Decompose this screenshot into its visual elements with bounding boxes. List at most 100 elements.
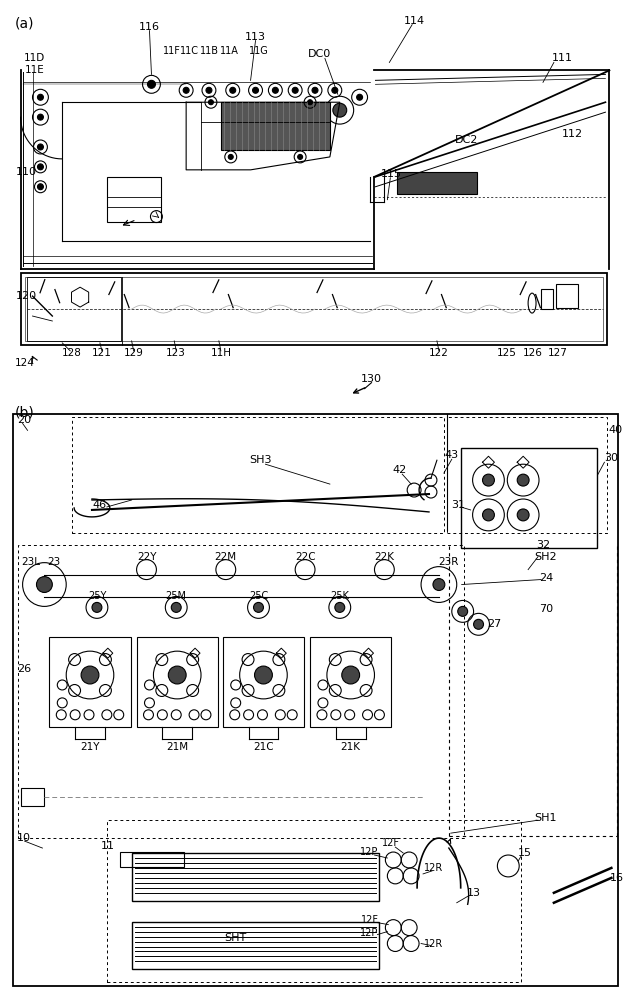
Text: 11: 11 — [101, 841, 115, 851]
Circle shape — [81, 666, 99, 684]
Circle shape — [37, 184, 44, 190]
Text: 110: 110 — [16, 167, 37, 177]
Circle shape — [37, 94, 44, 100]
Circle shape — [254, 666, 273, 684]
Text: 22M: 22M — [215, 552, 237, 562]
Text: 32: 32 — [536, 540, 550, 550]
Text: 113: 113 — [245, 32, 266, 42]
Text: 127: 127 — [548, 348, 568, 358]
Text: 21M: 21M — [166, 742, 188, 752]
Bar — [132, 922, 379, 969]
Bar — [25, 277, 603, 341]
Circle shape — [312, 87, 318, 93]
Bar — [13, 414, 618, 986]
Text: 112: 112 — [562, 129, 583, 139]
Text: 21Y: 21Y — [80, 742, 100, 752]
Circle shape — [37, 114, 44, 120]
Text: 122: 122 — [429, 348, 449, 358]
Text: 111: 111 — [552, 53, 574, 63]
Circle shape — [307, 100, 312, 105]
Bar — [21, 273, 608, 345]
Text: 12P: 12P — [360, 847, 379, 857]
Text: 126: 126 — [523, 348, 543, 358]
Text: 11H: 11H — [210, 348, 232, 358]
Text: 13: 13 — [466, 888, 481, 898]
Circle shape — [171, 602, 181, 612]
Text: (a): (a) — [15, 17, 34, 31]
Circle shape — [168, 666, 186, 684]
Circle shape — [37, 144, 44, 150]
Text: DC2: DC2 — [455, 135, 478, 145]
Circle shape — [483, 509, 495, 521]
Bar — [556, 284, 577, 308]
Bar — [21, 788, 44, 806]
Circle shape — [183, 87, 189, 93]
Text: 130: 130 — [361, 374, 382, 384]
Text: 11A: 11A — [220, 46, 239, 56]
Text: 27: 27 — [487, 619, 502, 629]
Bar — [447, 417, 608, 533]
Text: 125: 125 — [497, 348, 516, 358]
Bar — [18, 545, 464, 838]
Circle shape — [206, 87, 212, 93]
Text: 123: 123 — [167, 348, 186, 358]
Circle shape — [254, 602, 264, 612]
Text: 70: 70 — [539, 604, 553, 614]
Text: 25M: 25M — [166, 591, 187, 601]
Text: 129: 129 — [124, 348, 144, 358]
Text: 23: 23 — [48, 557, 61, 567]
Text: 46: 46 — [93, 500, 107, 510]
Circle shape — [342, 666, 360, 684]
Circle shape — [273, 87, 278, 93]
Text: 22K: 22K — [374, 552, 394, 562]
Text: 15: 15 — [518, 848, 532, 858]
Circle shape — [333, 103, 346, 117]
Text: 11E: 11E — [25, 65, 44, 75]
Bar — [310, 637, 391, 727]
Text: 43: 43 — [445, 450, 459, 460]
Circle shape — [433, 579, 445, 590]
Bar — [541, 289, 553, 309]
Bar — [223, 637, 304, 727]
Text: SHT: SHT — [225, 933, 247, 943]
Text: 114: 114 — [404, 16, 425, 26]
Circle shape — [335, 602, 345, 612]
Circle shape — [37, 164, 44, 170]
Text: 20: 20 — [16, 415, 31, 425]
Circle shape — [230, 87, 236, 93]
Text: 25Y: 25Y — [88, 591, 106, 601]
Text: 11B: 11B — [200, 46, 219, 56]
Text: 12F: 12F — [360, 915, 379, 925]
Text: 22C: 22C — [295, 552, 316, 562]
Text: DC0: DC0 — [309, 49, 331, 59]
Circle shape — [457, 606, 468, 616]
Text: (b): (b) — [15, 406, 35, 420]
Circle shape — [298, 154, 303, 159]
Bar — [132, 853, 379, 901]
Text: 11F: 11F — [163, 46, 181, 56]
Text: SH2: SH2 — [534, 552, 557, 562]
Circle shape — [92, 602, 102, 612]
Circle shape — [517, 474, 529, 486]
Text: 12P: 12P — [360, 928, 379, 938]
Circle shape — [332, 87, 338, 93]
Bar — [72, 417, 444, 533]
Text: 12R: 12R — [424, 863, 444, 873]
Text: 25K: 25K — [331, 591, 349, 601]
Text: 25C: 25C — [249, 591, 268, 601]
Text: 115: 115 — [381, 169, 402, 179]
Text: 12F: 12F — [382, 838, 400, 848]
Text: 21C: 21C — [253, 742, 274, 752]
Bar — [107, 177, 162, 222]
Text: 23R: 23R — [439, 557, 459, 567]
Text: 31: 31 — [451, 500, 465, 510]
Circle shape — [483, 474, 495, 486]
Bar — [461, 448, 598, 548]
Text: 42: 42 — [392, 465, 406, 475]
Circle shape — [357, 94, 363, 100]
Circle shape — [208, 100, 213, 105]
Text: SH1: SH1 — [534, 813, 557, 823]
Text: 40: 40 — [608, 425, 622, 435]
Text: 121: 121 — [92, 348, 112, 358]
Text: 116: 116 — [139, 22, 160, 32]
